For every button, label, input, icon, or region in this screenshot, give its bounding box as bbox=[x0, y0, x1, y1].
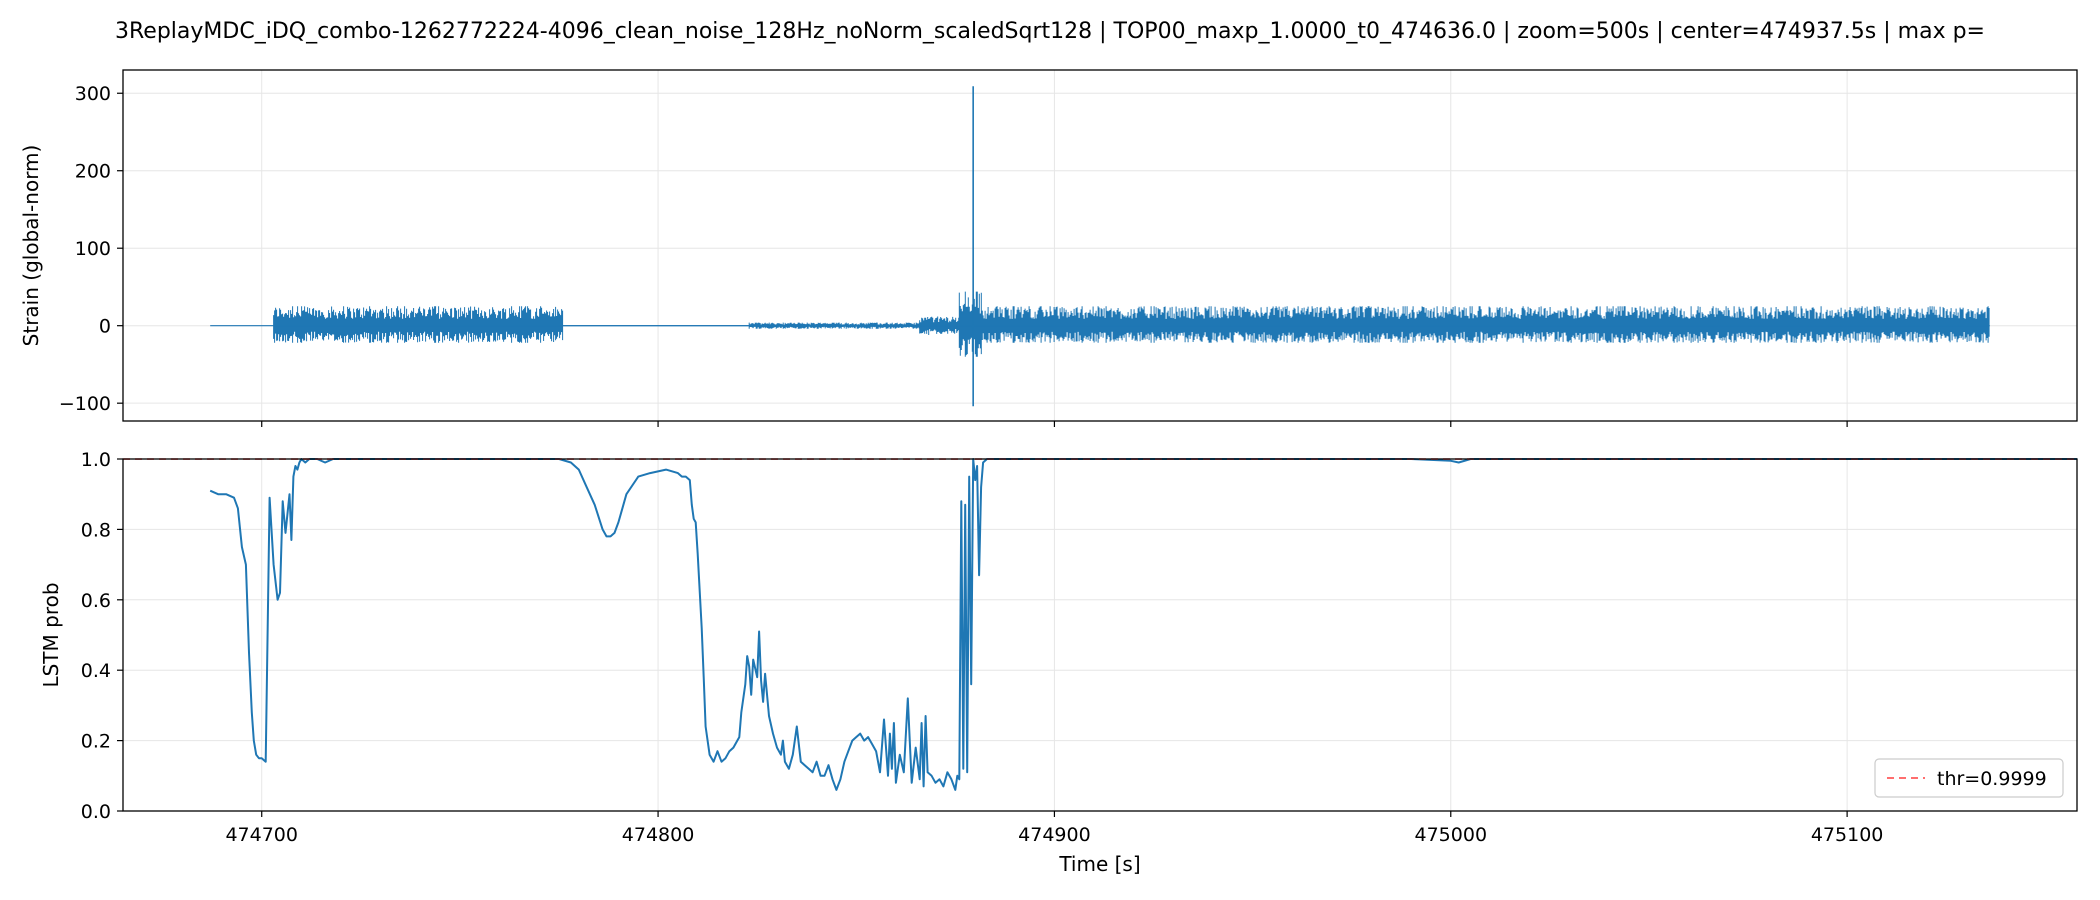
lstm-panel: 474700 474800 474900 475000 475100 0.0 0.2 0.4 0… bbox=[39, 449, 2078, 876]
x-tick-label: 475000 bbox=[1415, 824, 1488, 846]
y-tick-label: 0.2 bbox=[81, 731, 111, 753]
x-axis-label: Time [s] bbox=[1058, 852, 1140, 876]
x-tick-label: 474700 bbox=[225, 824, 298, 846]
strain-series bbox=[273, 291, 1990, 357]
y-tick-label: 0.0 bbox=[81, 801, 111, 823]
legend-label: thr=0.9999 bbox=[1937, 768, 2047, 790]
axes-frame bbox=[122, 69, 2078, 422]
x-tick-label: 474900 bbox=[1018, 824, 1091, 846]
legend-box bbox=[1874, 758, 2064, 798]
y-tick-label: 1.0 bbox=[81, 449, 111, 471]
x-tick-label: 475100 bbox=[1811, 824, 1884, 846]
axes-frame bbox=[122, 458, 2078, 812]
y-tick-label: 0 bbox=[99, 316, 111, 338]
y-tick-label: 200 bbox=[75, 161, 111, 183]
y-tick-label: 0.8 bbox=[81, 519, 111, 541]
y-tick-label: 0.4 bbox=[81, 660, 111, 682]
legend: thr=0.9999 bbox=[1874, 758, 2064, 798]
y-tick-label: −100 bbox=[59, 393, 111, 415]
x-tick-label: 474800 bbox=[622, 824, 695, 846]
strain-panel: −100 0 100 200 300 Strain (global-norm) bbox=[19, 69, 2078, 427]
lstm-prob-line bbox=[209, 458, 2077, 791]
lstm-ylabel: LSTM prob bbox=[39, 582, 63, 687]
y-tick-label: 0.6 bbox=[81, 590, 111, 612]
strain-ylabel: Strain (global-norm) bbox=[19, 145, 43, 347]
y-tick-label: 300 bbox=[75, 83, 111, 105]
y-tick-label: 100 bbox=[75, 238, 111, 260]
figure-title: 3ReplayMDC_iDQ_combo-1262772224-4096_cle… bbox=[115, 19, 1985, 44]
